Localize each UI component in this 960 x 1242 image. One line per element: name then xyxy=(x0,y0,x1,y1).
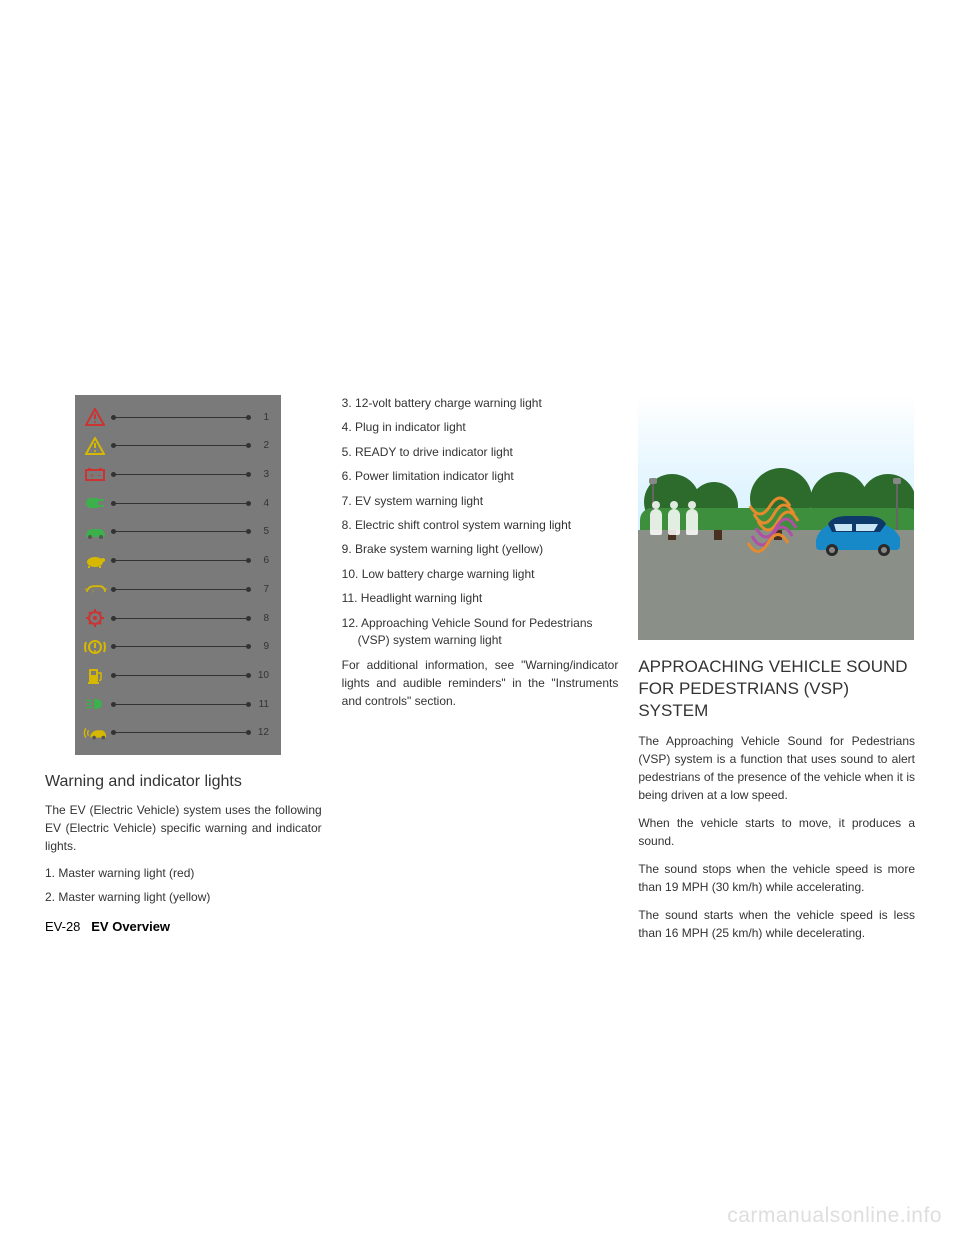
list-item: 7. EV system warning light xyxy=(342,493,619,510)
leader-line xyxy=(111,503,251,504)
indicator-row: 4 xyxy=(83,493,273,513)
leader-line xyxy=(111,589,251,590)
indicator-number: 4 xyxy=(255,498,273,509)
ev-car-icon: ! xyxy=(83,579,107,599)
list-item: 2. Master warning light (yellow) xyxy=(45,889,322,906)
pedestrian-icon xyxy=(668,509,680,535)
leader-line xyxy=(111,474,251,475)
indicator-row: 5 xyxy=(83,522,273,542)
headlight-icon xyxy=(83,694,107,714)
battery-icon: +− xyxy=(83,464,107,484)
list-item: 4. Plug in indicator light xyxy=(342,419,619,436)
leader-line xyxy=(111,445,251,446)
indicator-row: 12 xyxy=(83,723,273,743)
indicator-number: 2 xyxy=(255,440,273,451)
leader-line xyxy=(111,531,251,532)
watermark: carmanualsonline.info xyxy=(727,1204,942,1228)
leader-line xyxy=(111,618,251,619)
page-number: EV-28 xyxy=(45,919,80,934)
section-title: EV Overview xyxy=(91,919,170,934)
list-item: 10. Low battery charge warning light xyxy=(342,566,619,583)
indicator-number: 7 xyxy=(255,584,273,595)
leader-line xyxy=(111,417,251,418)
list-item: 6. Power limitation indicator light xyxy=(342,468,619,485)
triangle-exclaim-icon xyxy=(83,407,107,427)
indicator-row: 9 xyxy=(83,637,273,657)
column-2: 3. 12-volt battery charge warning light 4… xyxy=(342,395,619,952)
car-icon xyxy=(808,512,906,556)
svg-text:−: − xyxy=(97,473,101,480)
page-footer: EV-28 EV Overview xyxy=(45,919,322,934)
leader-line xyxy=(111,675,251,676)
body-paragraph: When the vehicle starts to move, it prod… xyxy=(638,814,915,850)
vsp-heading: APPROACHING VEHICLE SOUND FOR PEDESTRIAN… xyxy=(638,656,915,722)
body-paragraph: The sound stops when the vehicle speed i… xyxy=(638,860,915,896)
svg-text:+: + xyxy=(90,473,94,480)
indicator-number: 11 xyxy=(255,699,273,710)
leader-line xyxy=(111,646,251,647)
ready-car-icon xyxy=(83,522,107,542)
pedestrian-icon xyxy=(686,509,698,535)
indicator-number: 10 xyxy=(255,670,273,681)
indicator-row: 10 xyxy=(83,665,273,685)
indicator-number: 12 xyxy=(255,727,273,738)
indicator-row: 2 xyxy=(83,436,273,456)
triangle-exclaim-icon xyxy=(83,436,107,456)
indicator-row: 8 xyxy=(83,608,273,628)
list-item: 3. 12-volt battery charge warning light xyxy=(342,395,619,412)
body-paragraph: The Approaching Vehicle Sound for Pedest… xyxy=(638,732,915,804)
leader-line xyxy=(111,560,251,561)
additional-info-note: For additional information, see "Warning… xyxy=(342,656,619,710)
indicator-row: !7 xyxy=(83,579,273,599)
indicator-number: 8 xyxy=(255,613,273,624)
turtle-icon xyxy=(83,551,107,571)
indicator-number: 3 xyxy=(255,469,273,480)
indicator-row: 6 xyxy=(83,551,273,571)
plug-icon xyxy=(83,493,107,513)
column-1: 12+−3456!789101112 Warning and indicator… xyxy=(45,395,322,952)
leader-line xyxy=(111,704,251,705)
list-item: 8. Electric shift control system warning… xyxy=(342,517,619,534)
list-item: 9. Brake system warning light (yellow) xyxy=(342,541,619,558)
indicator-row: +− 3 xyxy=(83,464,273,484)
indicator-number: 5 xyxy=(255,526,273,537)
vsp-illustration xyxy=(638,395,914,640)
column-3: APPROACHING VEHICLE SOUND FOR PEDESTRIAN… xyxy=(638,395,915,952)
fuel-icon xyxy=(83,665,107,685)
list-item: 12. Approaching Vehicle Sound for Pedest… xyxy=(342,615,619,650)
leader-line xyxy=(111,732,251,733)
vsp-car-icon xyxy=(83,723,107,743)
list-item: 11. Headlight warning light xyxy=(342,590,619,607)
brake-circle-icon xyxy=(83,637,107,657)
indicator-row: 1 xyxy=(83,407,273,427)
indicator-number: 9 xyxy=(255,641,273,652)
indicator-row: 11 xyxy=(83,694,273,714)
sound-wave-icon xyxy=(708,488,804,554)
svg-text:!: ! xyxy=(92,590,94,596)
gear-icon xyxy=(83,608,107,628)
warning-lights-intro: The EV (Electric Vehicle) system uses th… xyxy=(45,801,322,855)
page-content: 12+−3456!789101112 Warning and indicator… xyxy=(45,395,915,952)
body-paragraph: The sound starts when the vehicle speed … xyxy=(638,906,915,942)
indicator-number: 6 xyxy=(255,555,273,566)
indicator-panel: 12+−3456!789101112 xyxy=(75,395,281,755)
warning-lights-heading: Warning and indicator lights xyxy=(45,773,322,791)
indicator-number: 1 xyxy=(255,412,273,423)
list-item: 5. READY to drive indicator light xyxy=(342,444,619,461)
list-item: 1. Master warning light (red) xyxy=(45,865,322,882)
pedestrian-icon xyxy=(650,509,662,535)
